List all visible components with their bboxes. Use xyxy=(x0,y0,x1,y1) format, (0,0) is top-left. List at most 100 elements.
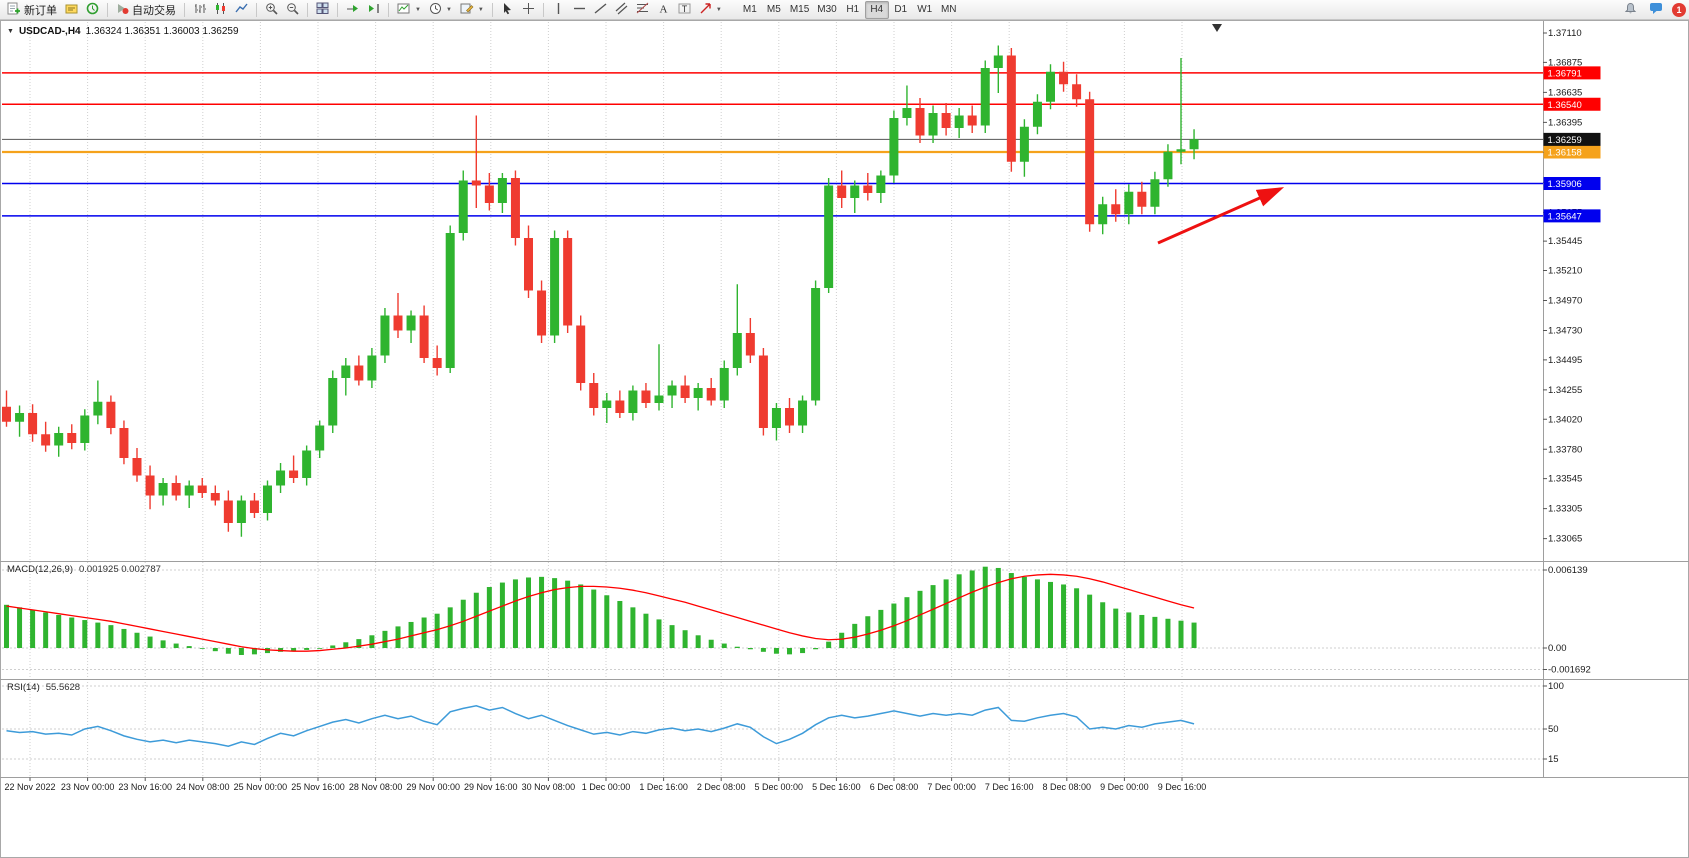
navigator-button[interactable] xyxy=(82,1,103,19)
new-chart-button[interactable]: ▼ xyxy=(393,1,425,19)
candle-body xyxy=(445,233,455,368)
navigator-icon xyxy=(86,2,99,18)
candle-body xyxy=(432,358,442,368)
zoom-out-button[interactable] xyxy=(282,1,303,19)
macd-axis-label: -0.001692 xyxy=(1548,665,1591,676)
vertical-line-tool-button[interactable] xyxy=(548,1,569,19)
line-chart-button[interactable] xyxy=(231,1,252,19)
time-axis-label: 5 Dec 16:00 xyxy=(812,782,861,792)
timeframe-w1-button[interactable]: W1 xyxy=(917,4,933,15)
candle-body xyxy=(680,385,690,398)
candle-body xyxy=(732,333,742,368)
macd-bar xyxy=(356,639,362,648)
candle-body xyxy=(615,400,625,413)
macd-bar xyxy=(395,626,401,648)
macd-indicator-label: MACD(12,26,9) 0.001925 0.002787 xyxy=(7,564,161,575)
macd-axis-label: 0.006139 xyxy=(1548,565,1588,576)
candle-body xyxy=(576,325,586,383)
trendline-tool-button[interactable] xyxy=(590,1,611,19)
new-order-button[interactable]: 新订单 xyxy=(3,1,61,19)
candle-body xyxy=(1124,191,1134,215)
macd-bar xyxy=(1126,612,1132,648)
time-axis-label: 28 Nov 08:00 xyxy=(349,782,403,792)
cursor-tool-button[interactable] xyxy=(497,1,518,19)
periods-button[interactable]: ▼ xyxy=(425,1,456,19)
macd-bar xyxy=(630,607,636,648)
candle-body xyxy=(223,500,233,523)
candle-body xyxy=(497,178,507,203)
time-axis-label: 7 Dec 00:00 xyxy=(927,782,976,792)
candlestick-chart-button[interactable] xyxy=(210,1,231,19)
candle-body xyxy=(197,485,207,493)
price-badge-1.35906 xyxy=(1543,177,1601,190)
alerts-button[interactable] xyxy=(1620,1,1641,19)
macd-bar xyxy=(460,599,466,648)
chat-button[interactable] xyxy=(1645,1,1668,19)
time-axis-label: 29 Nov 00:00 xyxy=(406,782,460,792)
cursor-icon xyxy=(501,2,514,18)
channel-tool-button[interactable] xyxy=(611,1,632,19)
timeframe-m5-button[interactable]: M5 xyxy=(766,4,781,15)
candle-body xyxy=(15,413,25,422)
candle-body xyxy=(967,115,977,126)
tile-windows-button[interactable] xyxy=(312,1,333,19)
arrows-tool-button[interactable]: ▼ xyxy=(695,1,726,19)
macd-bar xyxy=(943,579,949,648)
macd-bar xyxy=(1191,622,1197,648)
macd-bar xyxy=(826,641,832,648)
candle-body xyxy=(785,408,794,426)
autotrading-button[interactable]: 自动交易 xyxy=(112,1,180,19)
timeframe-h4-button[interactable]: H4 xyxy=(864,0,889,19)
label-tool-button[interactable]: T xyxy=(674,1,695,19)
toolbox-button[interactable] xyxy=(61,1,82,19)
bar-chart-icon xyxy=(193,2,206,18)
auto-scroll-button[interactable] xyxy=(342,1,363,19)
bar-chart-button[interactable] xyxy=(189,1,210,19)
chart-shift-button[interactable] xyxy=(363,1,384,19)
symbol-dropdown-icon[interactable]: ▼ xyxy=(7,28,14,35)
timeframe-m30-button[interactable]: M30 xyxy=(817,4,837,15)
candle-body xyxy=(106,401,116,428)
zoom-in-button[interactable] xyxy=(261,1,282,19)
chart-shift-marker-icon[interactable] xyxy=(1212,24,1222,32)
macd-bar xyxy=(565,580,571,648)
candle-body xyxy=(1072,84,1082,100)
macd-bar xyxy=(134,632,140,648)
rsi-axis-label: 100 xyxy=(1548,681,1564,692)
macd-name: MACD(12,26,9) xyxy=(7,564,73,575)
timeframe-h1-button[interactable]: H1 xyxy=(846,4,860,15)
timeframe-m15-button[interactable]: M15 xyxy=(789,4,810,15)
macd-bar xyxy=(447,607,453,648)
candlestick-chart-icon xyxy=(214,2,227,18)
price-axis-label: 1.36635 xyxy=(1548,87,1582,98)
macd-bar xyxy=(1087,594,1093,648)
timeframe-d1-button[interactable]: D1 xyxy=(894,4,908,15)
arrows-tool-icon xyxy=(699,2,712,18)
fibonacci-tool-button[interactable] xyxy=(632,1,653,19)
templates-button[interactable]: ▼ xyxy=(456,1,488,19)
candle-body xyxy=(563,238,573,326)
toolbar-separator xyxy=(307,2,308,17)
candle-body xyxy=(876,175,886,193)
macd-bar xyxy=(1113,608,1119,648)
notification-badge[interactable]: 1 xyxy=(1672,2,1686,17)
macd-bar xyxy=(121,628,127,648)
macd-bar xyxy=(512,579,518,648)
price-axis-label: 1.33545 xyxy=(1548,474,1582,485)
time-axis-label: 30 Nov 08:00 xyxy=(522,782,576,792)
macd-bar xyxy=(1021,576,1027,648)
horizontal-line-tool-button[interactable] xyxy=(569,1,590,19)
macd-bar xyxy=(95,622,101,648)
timeframe-mn-button[interactable]: MN xyxy=(940,4,957,15)
macd-bar xyxy=(330,645,336,648)
trend-arrow[interactable] xyxy=(1157,187,1285,245)
timeframe-m1-button[interactable]: M1 xyxy=(742,4,757,15)
crosshair-tool-button[interactable] xyxy=(518,1,539,19)
text-tool-button[interactable]: A xyxy=(653,1,674,19)
chevron-down-icon: ▼ xyxy=(477,6,484,13)
macd-bar xyxy=(225,648,231,654)
price-axis-label: 1.34255 xyxy=(1548,385,1582,396)
macd-bar xyxy=(643,613,649,648)
rsi-axis-label: 50 xyxy=(1548,724,1559,735)
